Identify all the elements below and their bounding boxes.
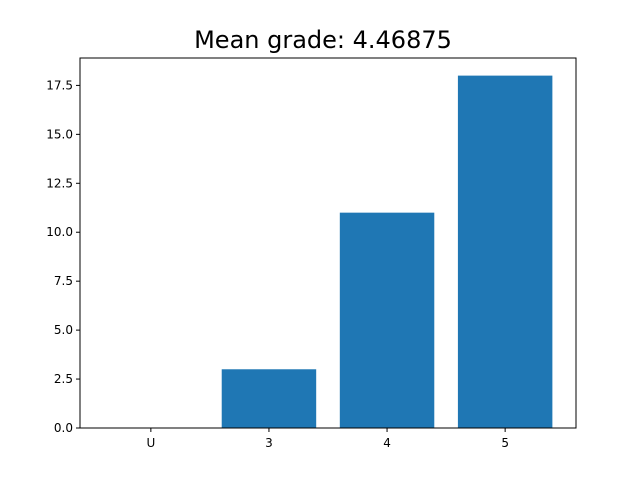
y-tick-label: 17.5 [46,78,73,92]
x-tick-label: 4 [383,436,391,450]
y-axis: 0.0 2.5 5.0 7.5 10.0 12.5 15.0 17.5 [46,78,80,435]
y-tick-label: 0.0 [54,421,73,435]
chart-title: Mean grade: 4.46875 [194,26,452,54]
y-tick-label: 5.0 [54,323,73,337]
bars-group [221,75,553,428]
x-tick-label: U [146,436,155,450]
plot-frame [79,57,577,429]
x-axis: U 3 4 5 [146,428,509,450]
x-tick-label: 3 [265,436,273,450]
y-tick-label: 2.5 [54,372,73,386]
y-tick-label: 12.5 [46,176,73,190]
x-tick-label: 5 [501,436,509,450]
bar-5 [457,75,553,428]
y-tick-label: 10.0 [46,225,73,239]
bar-3 [221,369,317,428]
y-tick-label: 15.0 [46,127,73,141]
bar-4 [339,212,435,428]
y-tick-label: 7.5 [54,274,73,288]
